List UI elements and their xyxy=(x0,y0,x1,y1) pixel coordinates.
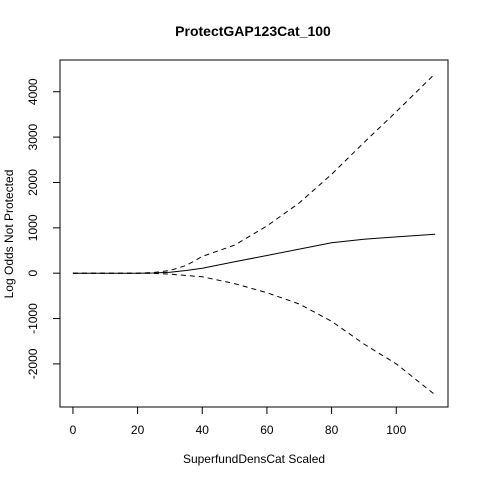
y-tick-label: -2000 xyxy=(26,348,40,379)
chart-title: ProtectGAP123Cat_100 xyxy=(175,23,331,39)
x-tick-label: 100 xyxy=(386,423,406,437)
x-tick-label: 60 xyxy=(260,423,274,437)
y-tick-label: 2000 xyxy=(26,169,40,196)
series-line-solid xyxy=(72,233,436,274)
x-tick-label: 0 xyxy=(70,423,77,437)
x-tick-label: 80 xyxy=(325,423,339,437)
x-tick-label: 20 xyxy=(131,423,145,437)
y-tick-label: 4000 xyxy=(26,78,40,105)
y-tick-label: 1000 xyxy=(26,214,40,241)
y-axis-label: Log Odds Not Protected xyxy=(2,170,16,299)
x-tick-label: 40 xyxy=(196,423,210,437)
y-axis: -2000 -1000 0 1000 2000 3000 4000 xyxy=(26,78,61,379)
series-line-dashed-0 xyxy=(72,73,436,274)
x-axis-label: SuperfundDensCat Scaled xyxy=(183,452,325,466)
y-tick-label: 0 xyxy=(26,270,40,277)
y-tick-label: 3000 xyxy=(26,123,40,150)
x-axis: 0 20 40 60 80 100 xyxy=(70,406,407,437)
series-layer xyxy=(72,73,436,396)
y-tick-label: -1000 xyxy=(26,303,40,334)
series-line-dashed-2 xyxy=(72,272,436,396)
